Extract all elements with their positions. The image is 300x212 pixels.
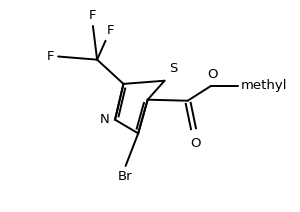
Text: O: O (208, 68, 218, 81)
Text: F: F (46, 50, 54, 63)
Text: F: F (106, 24, 114, 37)
Text: N: N (100, 113, 110, 126)
Text: methyl: methyl (240, 80, 287, 92)
Text: Br: Br (118, 170, 133, 183)
Text: O: O (190, 137, 201, 149)
Text: S: S (169, 63, 177, 75)
Text: F: F (89, 9, 96, 22)
